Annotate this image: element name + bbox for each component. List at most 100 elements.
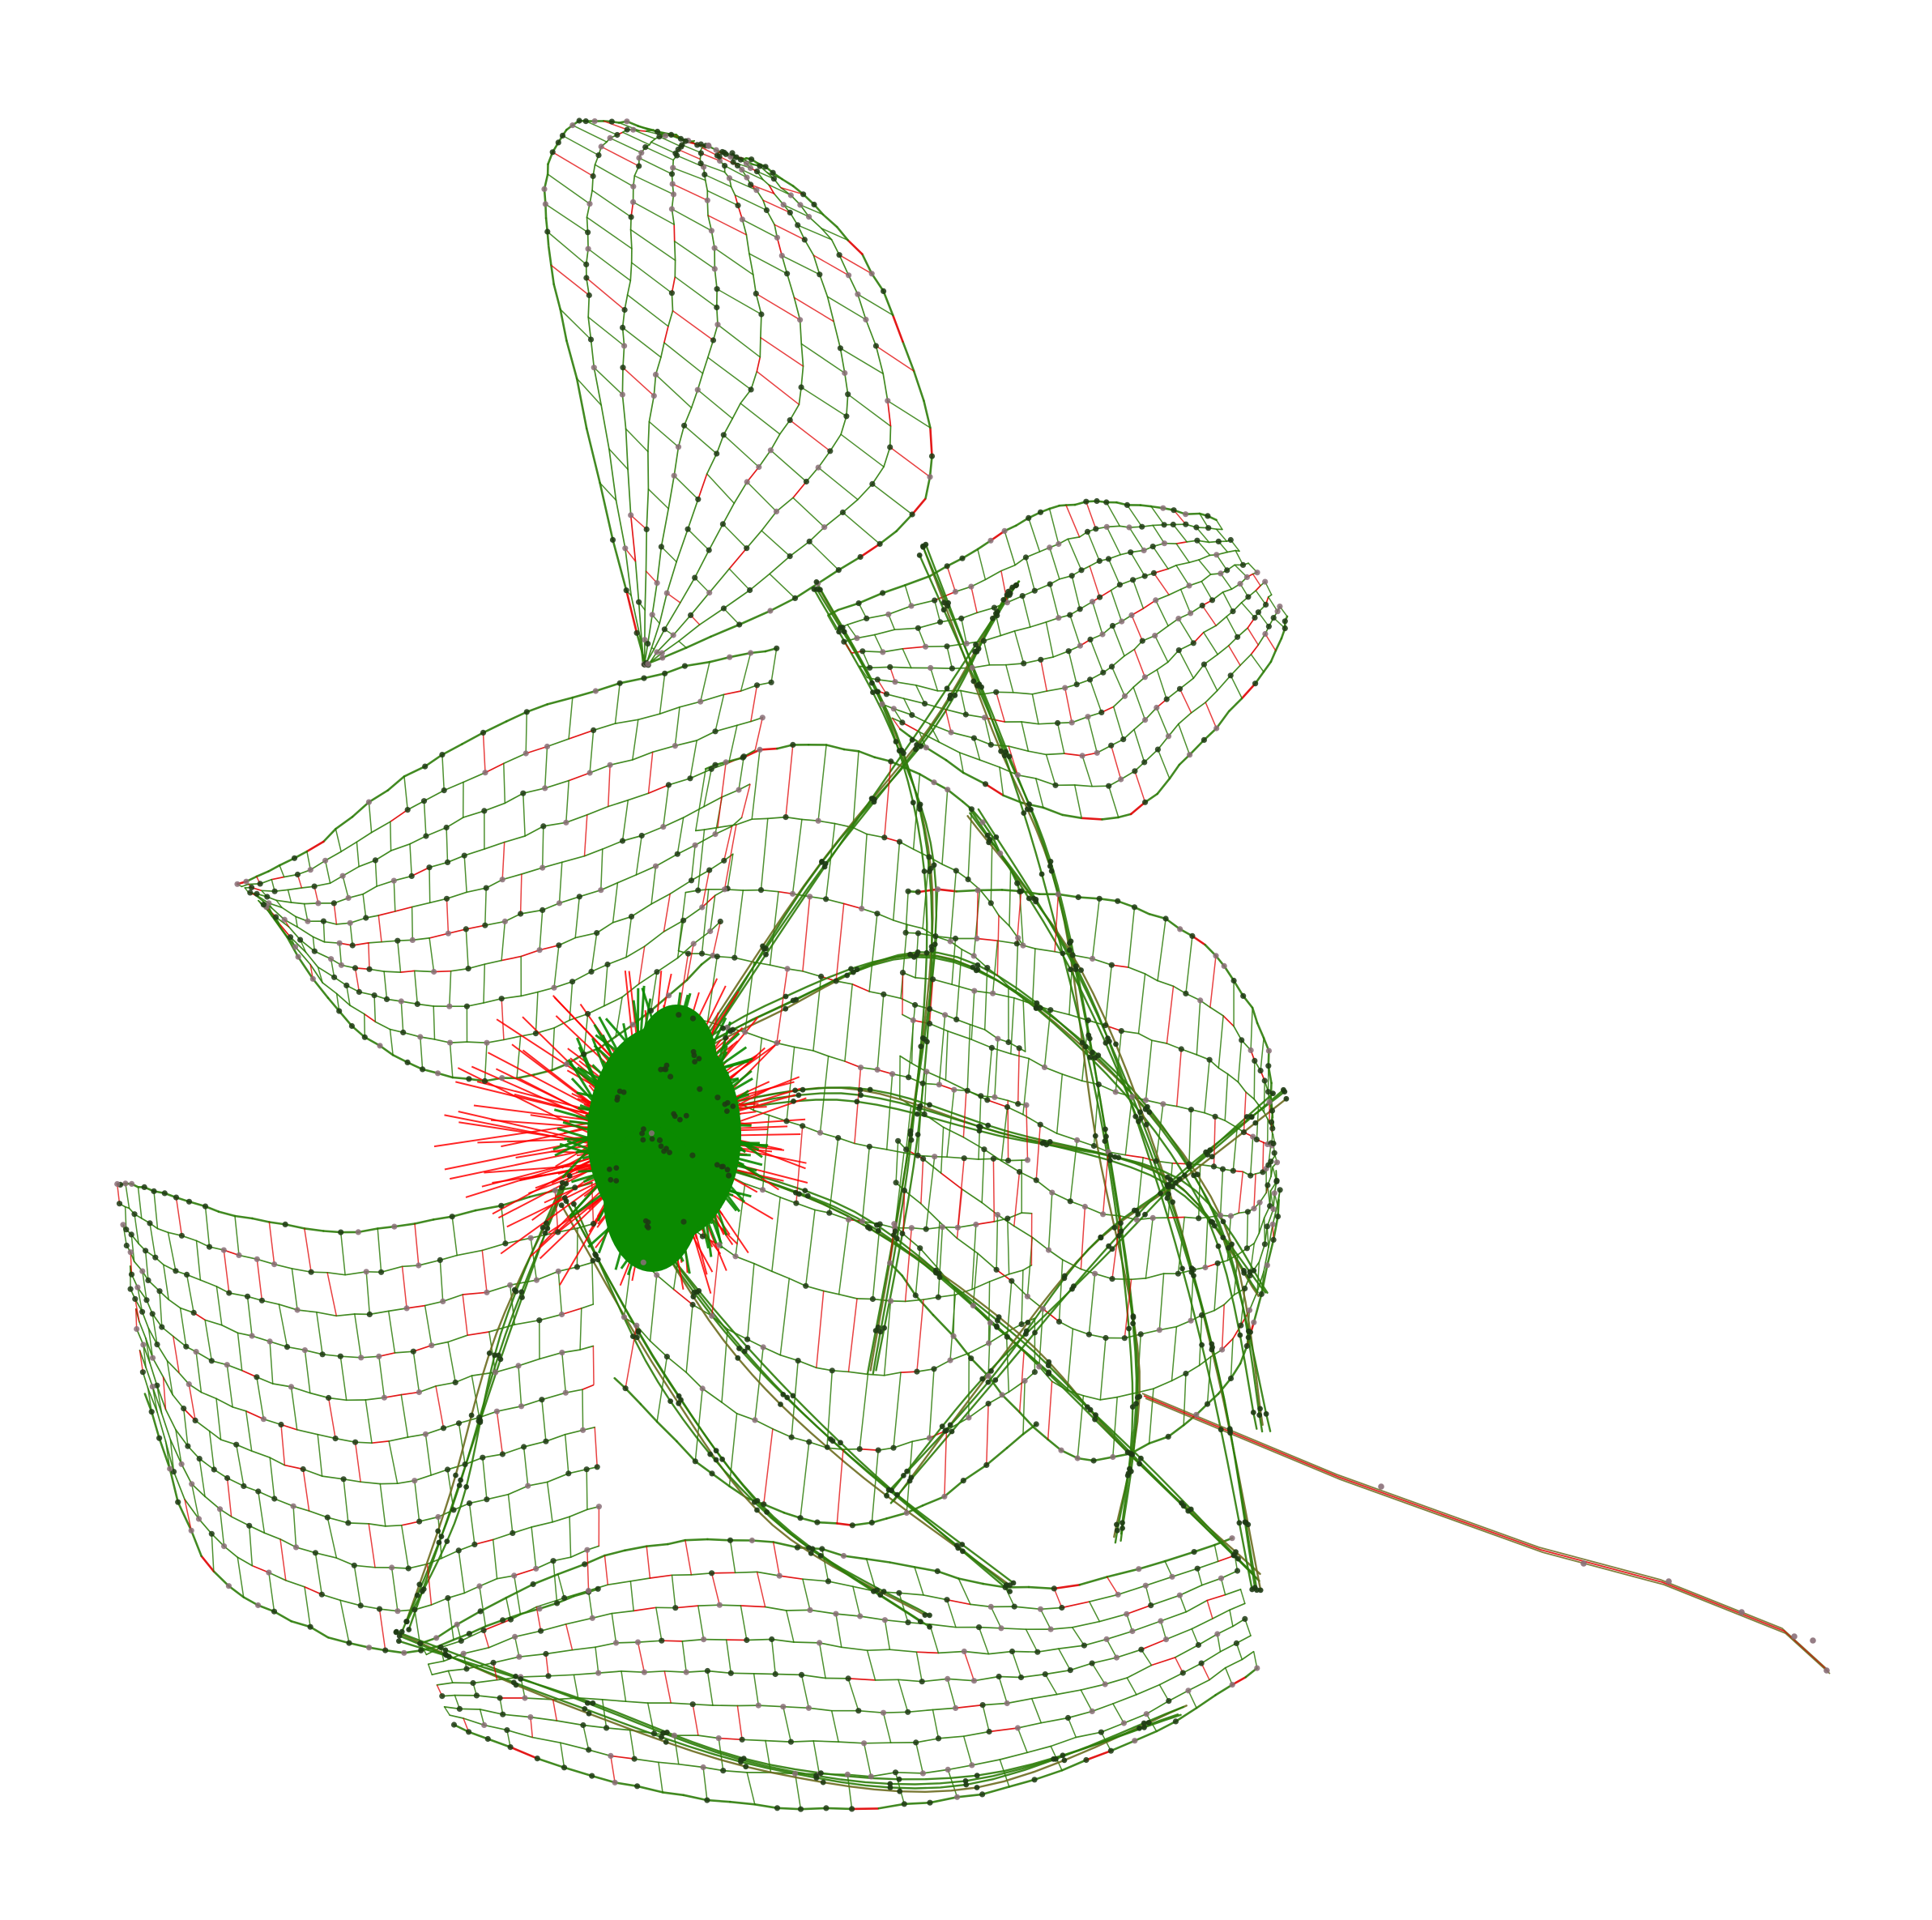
graph-node <box>1227 536 1234 544</box>
graph-edge <box>501 955 522 962</box>
graph-node <box>727 1537 734 1543</box>
graph-node <box>612 1779 618 1786</box>
graph-node <box>1189 932 1196 939</box>
graph-edge <box>950 732 975 739</box>
graph-edge <box>904 574 931 587</box>
graph-edge <box>466 887 488 894</box>
graph-edge <box>1139 504 1153 508</box>
graph-edge <box>712 1705 739 1707</box>
graph-node <box>541 186 548 192</box>
graph-edge <box>1222 1015 1235 1027</box>
graph-node <box>582 1561 588 1568</box>
graph-edge <box>693 577 710 594</box>
graph-edge <box>631 751 654 761</box>
graph-node <box>480 1627 487 1633</box>
graph-edge <box>638 601 642 641</box>
graph-edge <box>1013 1606 1042 1611</box>
graph-edge <box>1017 1047 1020 1104</box>
graph-edge <box>776 968 788 1043</box>
graph-node <box>854 635 860 642</box>
graph-node <box>466 1500 473 1507</box>
graph-node <box>1205 513 1211 519</box>
graph-edge <box>987 1047 993 1101</box>
graph-edge <box>1215 519 1223 531</box>
graph-node <box>167 1466 173 1472</box>
graph-node <box>1171 507 1177 514</box>
graph-edge <box>400 1393 409 1438</box>
graph-node <box>685 526 691 532</box>
graph-edge <box>962 1090 967 1137</box>
graph-node <box>1096 895 1102 902</box>
graph-edge <box>343 1478 349 1524</box>
graph-edge <box>741 219 778 239</box>
graph-edge <box>736 1705 743 1740</box>
graph-node <box>1118 776 1124 783</box>
graph-node <box>128 1271 135 1278</box>
graph-edge <box>902 722 920 733</box>
graph-node <box>1242 1615 1248 1622</box>
graph-edge <box>697 1604 721 1606</box>
graph-edge <box>818 273 829 298</box>
graph-edge <box>560 1742 590 1751</box>
graph-edge <box>346 984 351 1006</box>
graph-node <box>1109 1276 1115 1282</box>
graph-node <box>1262 578 1269 585</box>
graph-node <box>636 599 642 605</box>
graph-node <box>561 1594 568 1602</box>
graph-edge-bundle <box>889 1090 1286 1504</box>
graph-edge <box>727 724 738 764</box>
graph-edge <box>463 1646 490 1655</box>
graph-node <box>661 626 668 633</box>
graph-edge <box>1085 1749 1112 1761</box>
graph-node <box>945 787 951 793</box>
graph-edge <box>755 292 800 321</box>
graph-node <box>643 526 650 533</box>
graph-edge <box>365 1271 371 1316</box>
graph-edge <box>1195 1694 1217 1709</box>
graph-edge <box>826 1370 834 1449</box>
graph-node <box>340 1476 347 1483</box>
graph-edge <box>754 1346 764 1421</box>
graph-node <box>590 173 596 179</box>
graph-edge <box>682 907 703 922</box>
graph-node <box>800 191 807 198</box>
graph-edge <box>867 1649 890 1652</box>
graph-edge <box>1212 1609 1230 1619</box>
graph-node <box>507 1744 514 1751</box>
graph-edge <box>673 1734 680 1765</box>
graph-node <box>382 1647 389 1653</box>
graph-edge <box>1196 540 1211 557</box>
graph-edge <box>1209 1006 1224 1017</box>
graph-edge <box>693 930 711 945</box>
graph-edge <box>231 1516 250 1527</box>
graph-node <box>668 171 676 177</box>
graph-node <box>1108 742 1115 749</box>
graph-edge <box>1145 1039 1153 1101</box>
graph-node <box>753 290 759 297</box>
graph-edge <box>676 844 696 855</box>
graph-node <box>920 1155 927 1162</box>
graph-edge <box>734 194 768 211</box>
graph-edge <box>714 724 738 732</box>
graph-edge <box>1224 1666 1233 1686</box>
graph-edge <box>882 993 902 1000</box>
graph-edge <box>262 1418 282 1426</box>
graph-node <box>292 944 299 950</box>
graph-node <box>1017 888 1023 895</box>
graph-node <box>127 1249 134 1256</box>
graph-node <box>944 563 950 570</box>
graph-node <box>345 894 352 901</box>
graph-node <box>271 1495 278 1502</box>
graph-edge <box>525 711 528 754</box>
graph-node <box>697 698 704 705</box>
graph-edge <box>1226 616 1239 638</box>
graph-node <box>968 583 975 590</box>
graph-edge <box>449 1042 454 1078</box>
graph-edge <box>929 667 939 692</box>
graph-node <box>888 758 894 765</box>
graph-edge <box>561 1349 581 1354</box>
graph-edge <box>830 1709 839 1743</box>
graph-node <box>720 1768 727 1774</box>
graph-edge <box>683 407 693 427</box>
graph-edge <box>166 1359 173 1396</box>
